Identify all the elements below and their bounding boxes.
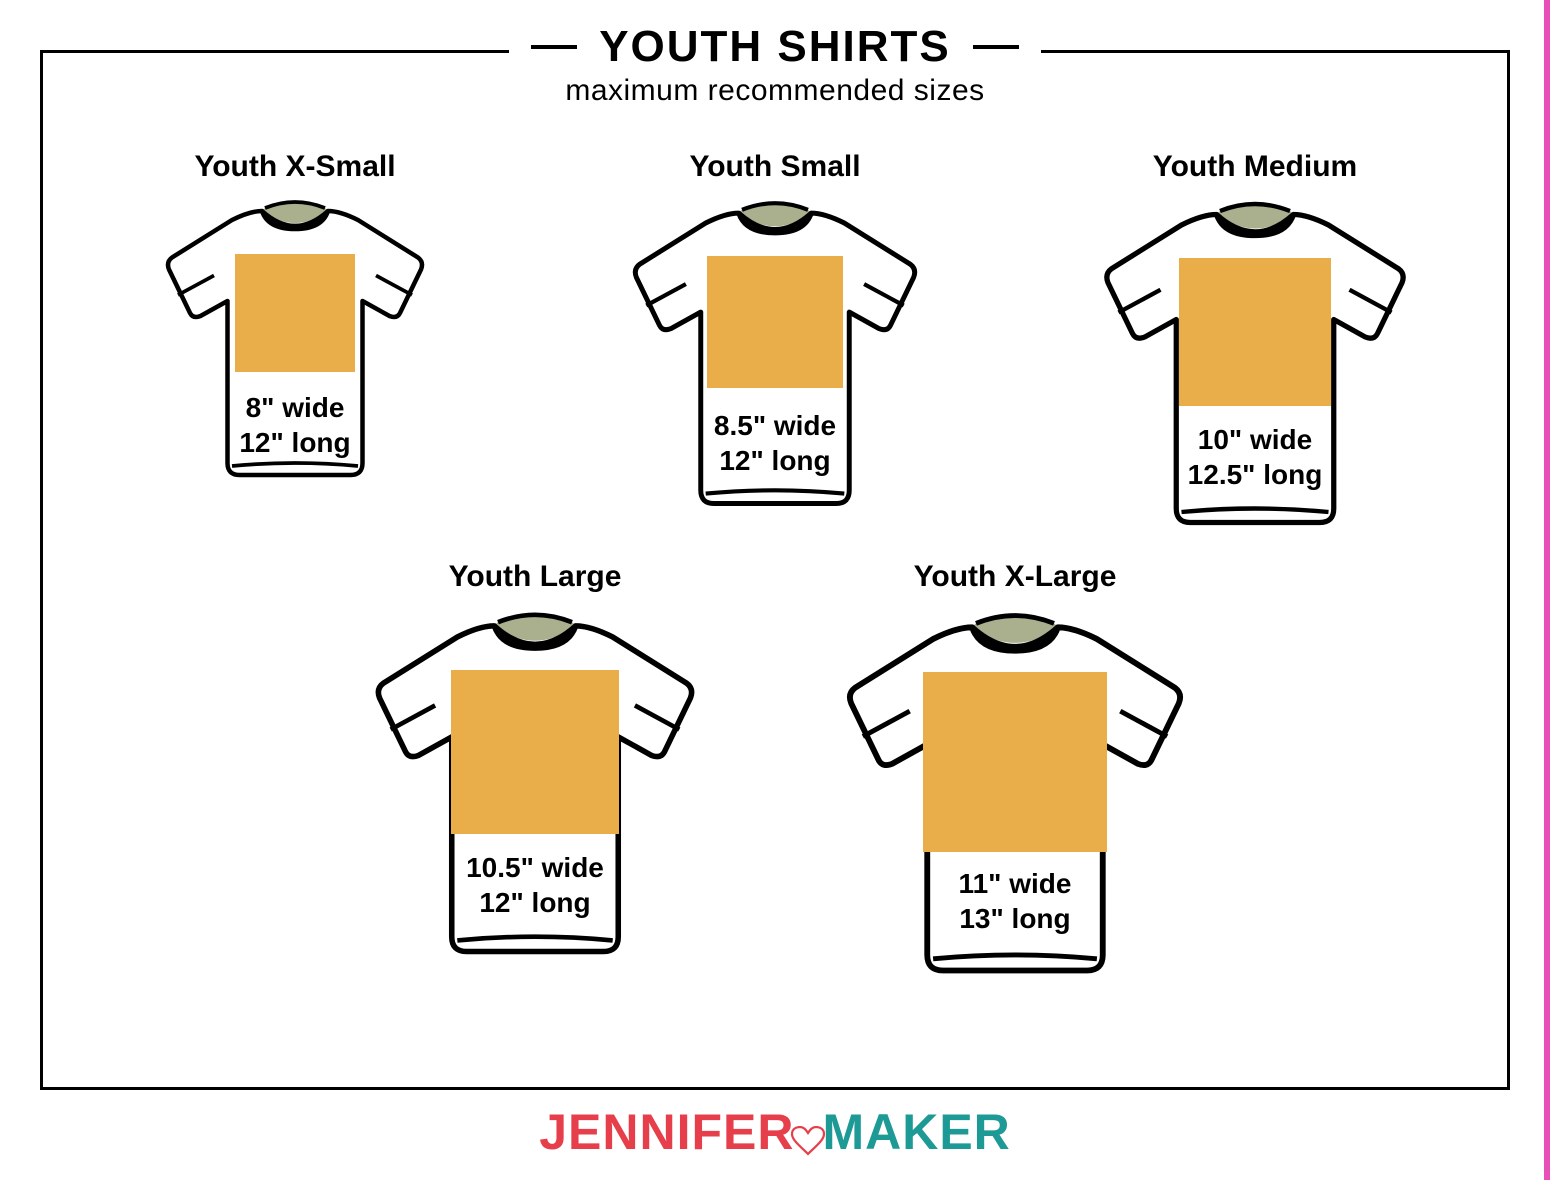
dimension-long: 12" long [330,885,740,920]
page-subtitle: maximum recommended sizes [551,74,998,108]
dimension-long: 12" long [130,425,460,460]
print-area-patch [235,254,355,372]
shirt-size-label: Youth X-Large [914,560,1117,594]
dimension-wide: 8" wide [130,390,460,425]
dimension-wide: 10" wide [1060,422,1450,457]
shirt-card: Youth Medium 10" wide12.5" long [1035,150,1475,540]
shirt-illustration: 8.5" wide12" long [595,190,955,520]
shirt-size-label: Youth Small [689,150,860,184]
dimension-long: 12" long [595,443,955,478]
dimensions-label: 11" wide13" long [800,866,1230,936]
header: YOUTH SHIRTS maximum recommended sizes [0,22,1550,108]
dimension-long: 13" long [800,901,1230,936]
shirt-illustration: 10" wide12.5" long [1060,190,1450,540]
dimensions-label: 8" wide12" long [130,390,460,460]
title-dash-right [973,45,1019,49]
dimension-wide: 10.5" wide [330,850,740,885]
print-area-patch [451,670,619,834]
shirt-grid: Youth X-Small 8" wide12" longYouth Small… [60,150,1490,990]
dimension-wide: 11" wide [800,866,1230,901]
dimensions-label: 10" wide12.5" long [1060,422,1450,492]
brand-logo: JENNIFER MAKER [0,1103,1550,1162]
dimension-long: 12.5" long [1060,457,1450,492]
shirt-illustration: 10.5" wide12" long [330,600,740,970]
logo-part-maker: MAKER [822,1104,1010,1160]
title-dash-left [531,45,577,49]
shirt-size-label: Youth Medium [1153,150,1357,184]
shirt-card: Youth X-Large 11" wide13" long [795,560,1235,990]
shirt-illustration: 11" wide13" long [800,600,1230,990]
shirt-card: Youth Large 10.5" wide12" long [315,560,755,990]
right-edge-stripe [1544,0,1550,1180]
logo-part-jennifer: JENNIFER [539,1104,794,1160]
shirt-size-label: Youth Large [449,560,622,594]
dimension-wide: 8.5" wide [595,408,955,443]
shirt-card: Youth X-Small 8" wide12" long [75,150,515,540]
shirt-size-label: Youth X-Small [194,150,395,184]
title-row: YOUTH SHIRTS [509,22,1041,72]
shirt-card: Youth Small 8.5" wide12" long [555,150,995,540]
dimensions-label: 10.5" wide12" long [330,850,740,920]
shirt-illustration: 8" wide12" long [130,190,460,490]
dimensions-label: 8.5" wide12" long [595,408,955,478]
print-area-patch [923,672,1107,852]
page-title: YOUTH SHIRTS [599,22,951,72]
print-area-patch [707,256,843,388]
print-area-patch [1179,258,1331,406]
